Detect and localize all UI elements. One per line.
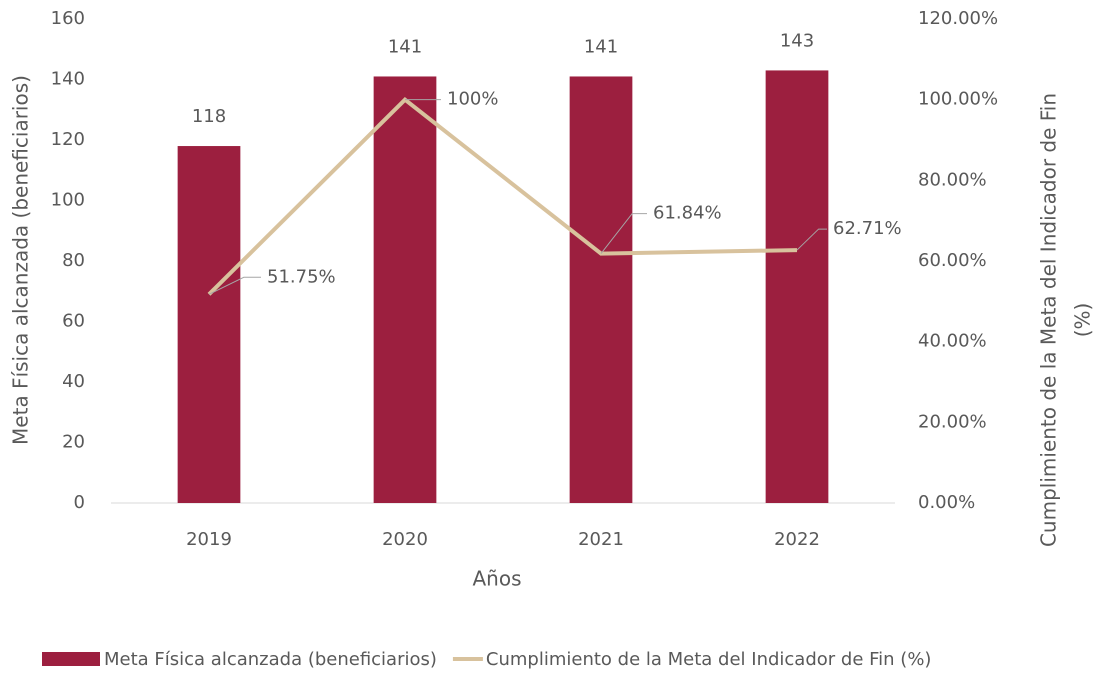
- y-tick-label: 20: [62, 432, 85, 453]
- y-tick-label: 0: [74, 492, 85, 513]
- bar: [765, 70, 829, 504]
- y2-tick-label: 120.00%: [918, 8, 998, 29]
- legend-swatch: [42, 652, 100, 666]
- x-tick-label: 2021: [578, 529, 624, 550]
- y2-tick-label: 100.00%: [918, 89, 998, 110]
- bar: [373, 76, 437, 503]
- y2-tick-label: 60.00%: [918, 250, 987, 271]
- bar: [177, 146, 241, 504]
- y2-tick-label: 80.00%: [918, 169, 987, 190]
- y-tick-label: 140: [51, 69, 85, 90]
- y-tick-label: 100: [51, 190, 85, 211]
- legend-label: Meta Física alcanzada (beneficiarios): [104, 649, 437, 670]
- y-tick-label: 120: [51, 129, 85, 150]
- x-tick-label: 2020: [382, 529, 428, 550]
- y2-tick-label: 20.00%: [918, 411, 987, 432]
- y2-axis-title: Cumplimiento de la Meta del Indicador de…: [1037, 93, 1061, 547]
- bar: [569, 76, 633, 503]
- data-label: 143: [780, 30, 814, 51]
- y-tick-label: 80: [62, 250, 85, 271]
- y-tick-label: 40: [62, 371, 85, 392]
- y2-axis-title: (%): [1071, 303, 1095, 338]
- data-label: 62.71%: [833, 218, 902, 239]
- leader-line: [796, 228, 827, 251]
- y2-tick-label: 0.00%: [918, 492, 975, 513]
- data-label: 51.75%: [267, 266, 336, 287]
- x-tick-label: 2019: [186, 529, 232, 550]
- data-label: 141: [584, 36, 618, 57]
- legend-label: Cumplimiento de la Meta del Indicador de…: [486, 649, 932, 670]
- data-label: 100%: [447, 89, 498, 110]
- data-label: 61.84%: [653, 203, 722, 224]
- line: [207, 97, 798, 296]
- y2-tick-label: 40.00%: [918, 331, 987, 352]
- y-tick-label: 160: [51, 8, 85, 29]
- data-label: 118: [192, 106, 226, 127]
- y-axis-title: Meta Física alcanzada (beneficiarios): [9, 75, 33, 445]
- y-tick-label: 60: [62, 311, 85, 332]
- leader-line: [600, 213, 647, 254]
- x-axis-title: Años: [472, 567, 521, 591]
- data-label: 141: [388, 36, 422, 57]
- x-tick-label: 2022: [774, 529, 820, 550]
- leader-line: [208, 276, 261, 295]
